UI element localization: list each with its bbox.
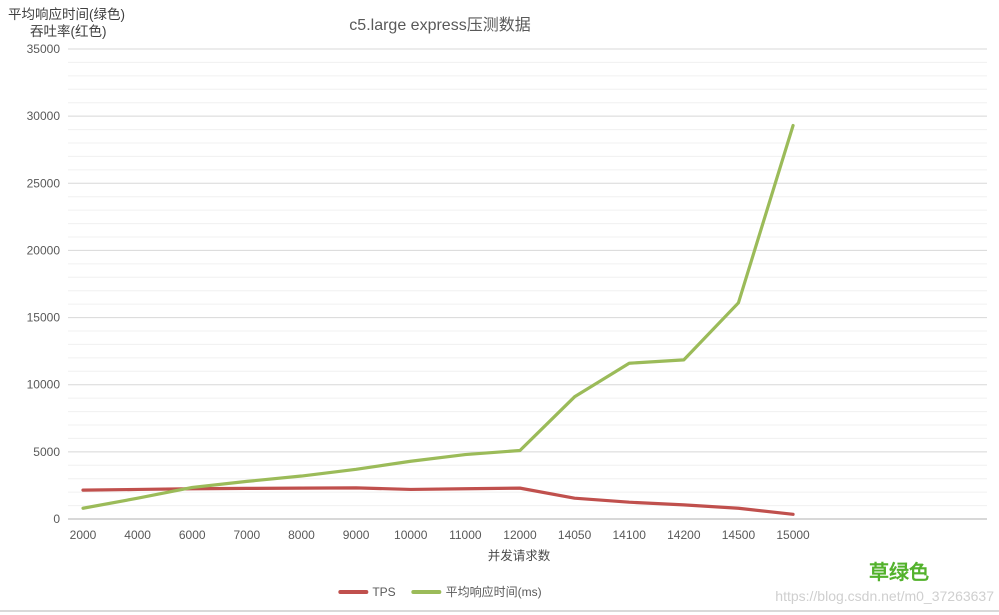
legend-label-tps: TPS — [372, 584, 396, 599]
y-axis-note-red: 吞吐率(红色) — [30, 24, 107, 39]
y-axis-note: 平均响应时间(绿色) 吞吐率(红色) — [8, 6, 125, 40]
x-tick-label: 14050 — [558, 528, 592, 542]
x-tick-label: 12000 — [503, 528, 537, 542]
y-tick-label: 25000 — [27, 176, 61, 190]
legend-item-avg-response: 平均响应时间(ms) — [411, 583, 542, 600]
x-tick-label: 2000 — [70, 528, 97, 542]
tps-line — [81, 486, 795, 516]
y-tick-label: 20000 — [27, 243, 61, 257]
y-tick-label: 35000 — [27, 42, 61, 56]
x-tick-label: 11000 — [449, 528, 482, 542]
x-tick-label: 15000 — [776, 528, 810, 542]
x-tick-label: 8000 — [288, 528, 315, 542]
x-tick-label: 7000 — [234, 528, 261, 542]
x-tick-label: 14100 — [613, 528, 647, 542]
x-axis-title: 并发请求数 — [487, 549, 551, 563]
window-bottom-edge — [0, 610, 999, 612]
green-color-annotation: 草绿色 — [869, 562, 929, 584]
y-tick-label: 30000 — [27, 109, 61, 123]
x-tick-label: 6000 — [179, 528, 206, 542]
legend-label-avg-response: 平均响应时间(ms) — [445, 585, 542, 599]
y-tick-label: 10000 — [27, 378, 61, 392]
chart-legend: TPS 平均响应时间(ms) — [338, 583, 542, 600]
x-tick-label: 14200 — [667, 528, 701, 542]
y-tick-label: 5000 — [33, 445, 60, 459]
y-axis-note-green: 平均响应时间(绿色) — [8, 7, 125, 22]
y-tick-label: 15000 — [27, 311, 61, 325]
x-tick-label: 4000 — [124, 528, 151, 542]
y-tick-label: 0 — [53, 512, 60, 526]
chart-title: c5.large express压测数据 — [349, 17, 531, 34]
tps-line-swatch — [338, 589, 369, 594]
avg-response-line-swatch — [411, 589, 442, 594]
legend-item-tps: TPS — [338, 584, 396, 599]
x-tick-label: 9000 — [343, 528, 370, 542]
avg-response-time-line — [81, 123, 795, 510]
watermark-url: https://blog.csdn.net/m0_37263637 — [775, 588, 994, 604]
x-tick-label: 10000 — [394, 528, 428, 542]
x-tick-label: 14500 — [722, 528, 756, 542]
